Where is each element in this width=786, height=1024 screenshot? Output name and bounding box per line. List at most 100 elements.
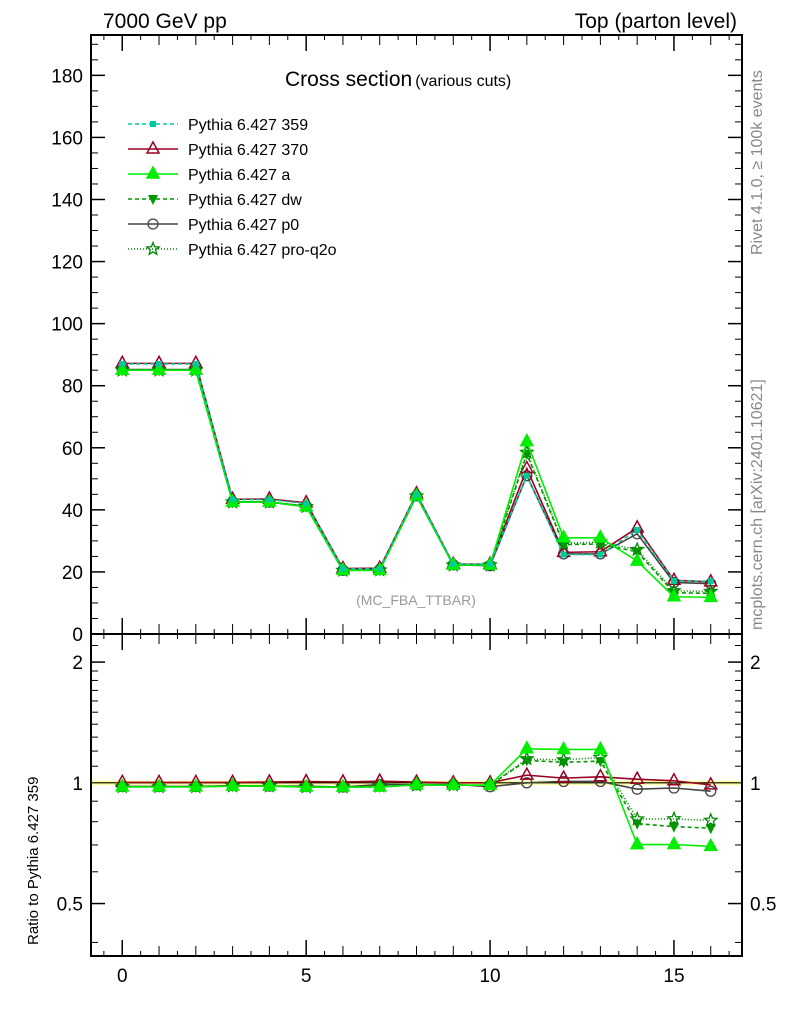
y-tick-label: 20 xyxy=(62,563,83,584)
data-point xyxy=(519,433,535,447)
series-4 xyxy=(116,363,717,797)
ratio-point xyxy=(629,770,645,784)
y-tick-label: 40 xyxy=(62,501,83,522)
ratio-tick-label-right: 2 xyxy=(750,653,761,674)
legend-label: Pythia 6.427 pro-q2o xyxy=(188,242,337,259)
ratio-point xyxy=(446,776,461,790)
data-point xyxy=(629,541,646,557)
legend-label: Pythia 6.427 370 xyxy=(188,142,308,159)
chart-title: Cross section (various cuts) xyxy=(285,68,511,91)
ratio-point xyxy=(482,776,498,790)
ratio-point xyxy=(705,785,717,797)
ratio-point xyxy=(666,810,682,826)
data-point xyxy=(523,472,530,479)
ratio-point xyxy=(666,772,682,786)
ratio-point xyxy=(593,740,608,755)
top-right-label: Top (parton level) xyxy=(575,10,737,33)
series-line xyxy=(122,362,711,583)
data-point xyxy=(450,561,457,568)
ratio-tick-label-right: 0.5 xyxy=(750,895,776,916)
ratio-point xyxy=(629,836,645,850)
legend-label: Pythia 6.427 dw xyxy=(188,192,302,209)
legend-marker xyxy=(145,165,161,179)
ratio-point xyxy=(703,837,719,852)
ratio-point xyxy=(632,819,643,830)
ratio-point xyxy=(705,824,716,835)
ratio-point xyxy=(519,766,535,780)
y-tick-label: 0 xyxy=(72,625,83,646)
data-point xyxy=(670,577,677,584)
side-label-bottom: mcplots.cern.ch [arXiv:2401.10621] xyxy=(749,379,766,630)
ratio-point xyxy=(519,740,535,754)
ratio-point xyxy=(668,822,679,833)
legend-entry: Pythia 6.427 pro-q2o xyxy=(128,240,337,259)
ratio-point xyxy=(556,740,571,755)
ratio-tick-label: 1 xyxy=(72,774,83,795)
ratio-point xyxy=(225,777,240,791)
series-line xyxy=(122,369,711,593)
ratio-tick-label: 2 xyxy=(72,653,83,674)
data-point xyxy=(303,500,310,507)
ratio-point xyxy=(114,778,130,792)
ratio-point xyxy=(556,769,571,783)
ratio-point xyxy=(335,778,351,792)
x-tick-label: 5 xyxy=(301,966,312,987)
legend-marker xyxy=(150,121,156,127)
y-tick-label: 160 xyxy=(51,128,83,149)
legend-entry: Pythia 6.427 359 xyxy=(128,117,308,134)
y-tick-label: 180 xyxy=(51,66,83,87)
side-label-top: Rivet 4.1.0, ≥ 100k events xyxy=(749,70,766,255)
data-point xyxy=(707,578,714,585)
y-tick-label: 60 xyxy=(62,439,83,460)
ratio-point xyxy=(518,750,535,766)
ratio-point xyxy=(703,776,719,790)
ratio-point xyxy=(298,778,314,792)
data-point xyxy=(518,444,535,460)
ratio-tick-label-right: 1 xyxy=(750,774,761,795)
top-left-label: 7000 GeV pp xyxy=(103,10,227,33)
series-line xyxy=(122,369,711,595)
legend-marker xyxy=(145,140,161,154)
legend-entry: Pythia 6.427 dw xyxy=(128,192,302,209)
ratio-frame xyxy=(90,633,743,957)
x-tick-label: 0 xyxy=(117,966,128,987)
data-point xyxy=(192,360,199,367)
ratio-point xyxy=(631,783,643,795)
ratio-y-label: Ratio to Pythia 6.427 359 xyxy=(25,777,42,945)
legend-label: Pythia 6.427 a xyxy=(188,167,290,184)
data-point xyxy=(119,360,126,367)
series-line xyxy=(122,369,711,599)
legend-marker xyxy=(145,240,161,256)
series-line xyxy=(122,363,711,583)
data-point xyxy=(114,361,130,375)
series-1 xyxy=(114,354,719,790)
ratio-point xyxy=(593,768,608,782)
ratio-point xyxy=(262,777,277,791)
y-tick-label: 100 xyxy=(51,315,83,336)
ratio-tick-label: 0.5 xyxy=(57,895,83,916)
data-point xyxy=(266,496,273,503)
legend-entry: Pythia 6.427 p0 xyxy=(128,217,299,234)
legend-label: Pythia 6.427 359 xyxy=(188,117,308,134)
data-point xyxy=(556,529,571,543)
x-tick-label: 10 xyxy=(479,966,500,987)
ratio-point xyxy=(666,835,682,850)
ratio-point xyxy=(629,810,646,826)
data-point xyxy=(593,529,608,543)
ratio-point xyxy=(668,782,680,794)
y-tick-label: 140 xyxy=(51,190,83,211)
legend-entry: Pythia 6.427 370 xyxy=(128,140,308,159)
data-point xyxy=(703,588,719,603)
data-point xyxy=(376,565,383,572)
data-point xyxy=(519,460,535,474)
legend-marker xyxy=(147,218,159,230)
legend-entry: Pythia 6.427 a xyxy=(128,165,290,184)
data-point xyxy=(156,360,163,367)
series-0 xyxy=(119,360,714,585)
data-point xyxy=(339,565,346,572)
ratio-point xyxy=(592,749,609,765)
data-point xyxy=(487,561,494,568)
data-point xyxy=(151,361,167,375)
x-tick-label: 15 xyxy=(663,966,684,987)
